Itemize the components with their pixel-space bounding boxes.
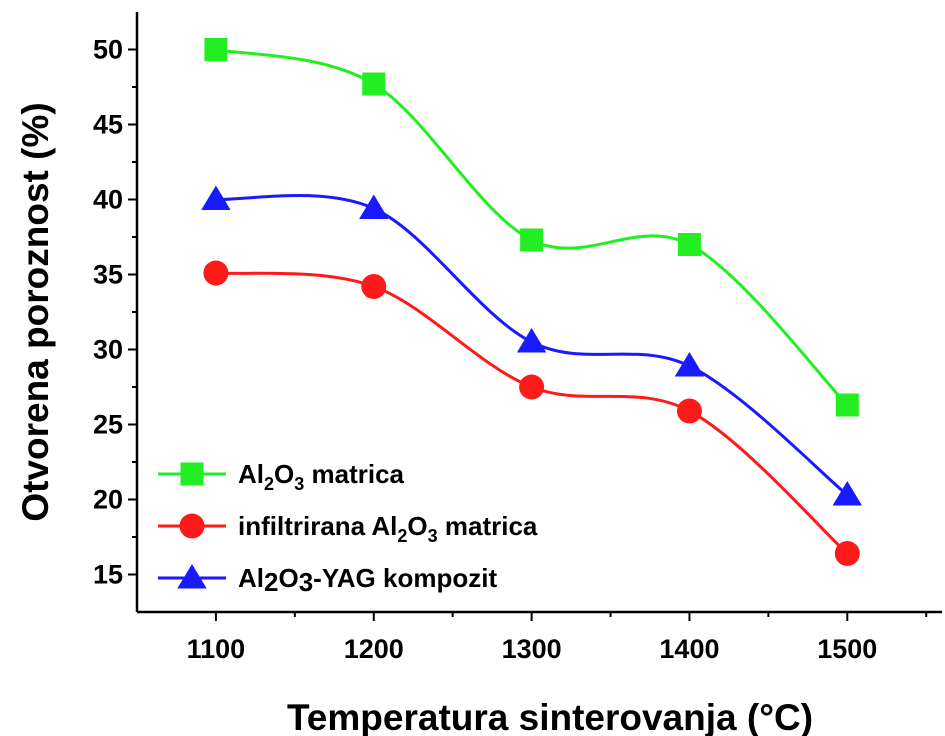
axes [135, 12, 942, 614]
series-triangle [201, 185, 862, 506]
y-axis-title: Otvorena poroznost (%) [15, 102, 56, 521]
legend-text-part: -YAG kompozit [313, 563, 497, 593]
data-point [359, 194, 389, 219]
data-point [832, 481, 862, 506]
legend-text-part: O [274, 459, 294, 489]
x-axis-title: Temperatura sinterovanja (°C) [287, 697, 813, 736]
data-point [362, 72, 386, 96]
legend-subscript: 2 [264, 567, 278, 597]
data-point [834, 541, 860, 566]
data-point [519, 374, 545, 400]
legend-subscript: 3 [299, 567, 313, 597]
legend-text-part: matrica [304, 459, 404, 489]
legend-marker [179, 513, 205, 539]
data-point [520, 228, 544, 252]
y-tick-label: 15 [93, 560, 123, 590]
y-tick-label: 50 [93, 35, 123, 65]
data-point [676, 398, 702, 424]
legend-marker [177, 564, 207, 589]
y-tick-label: 45 [93, 110, 123, 140]
legend-entry: Al2O3-YAG kompozit [158, 563, 497, 597]
legend-label: Al2O3-YAG kompozit [238, 563, 497, 597]
x-tick-label: 1100 [187, 634, 246, 664]
y-tick-label: 40 [93, 185, 123, 215]
legend-entry: Al2O3 matrica [158, 459, 405, 494]
series-layer [201, 38, 862, 566]
y-tick-label: 20 [93, 485, 123, 515]
axis-ticks: 15 20 25 30 35 40 45 50 1100 1200 1300 1400 1500 [93, 35, 928, 664]
legend-text-part: infiltrirana Al [238, 511, 397, 541]
legend-label: infiltrirana Al2O3 matrica [238, 511, 538, 546]
x-tick-label: 1300 [502, 634, 562, 664]
data-point [361, 274, 387, 299]
series-square [204, 38, 859, 417]
legend-text-part: Al [238, 563, 264, 593]
data-point [203, 260, 229, 286]
legend-subscript: 3 [428, 526, 438, 546]
data-point [674, 352, 705, 377]
data-point [201, 185, 231, 210]
data-point [677, 233, 701, 256]
x-tick-label: 1400 [659, 634, 719, 664]
legend-subscript: 3 [294, 474, 304, 494]
legend-marker [180, 462, 204, 486]
legend-text-part: O [407, 511, 427, 541]
y-tick-label: 35 [93, 260, 123, 290]
x-tick-label: 1500 [817, 634, 877, 664]
data-point [835, 393, 859, 417]
data-point [516, 328, 547, 353]
y-tick-label: 25 [93, 410, 123, 440]
data-point [204, 38, 228, 61]
legend-subscript: 2 [264, 474, 274, 494]
legend-label: Al2O3 matrica [238, 459, 405, 494]
legend-text-part: Al [238, 459, 264, 489]
legend-text-part: O [278, 563, 298, 593]
legend-text-part: matrica [438, 511, 538, 541]
y-tick-label: 30 [93, 335, 123, 365]
x-tick-label: 1200 [344, 634, 404, 664]
legend-entry: infiltrirana Al2O3 matrica [158, 511, 538, 546]
series-circle [203, 260, 860, 566]
legend-subscript: 2 [397, 526, 407, 546]
